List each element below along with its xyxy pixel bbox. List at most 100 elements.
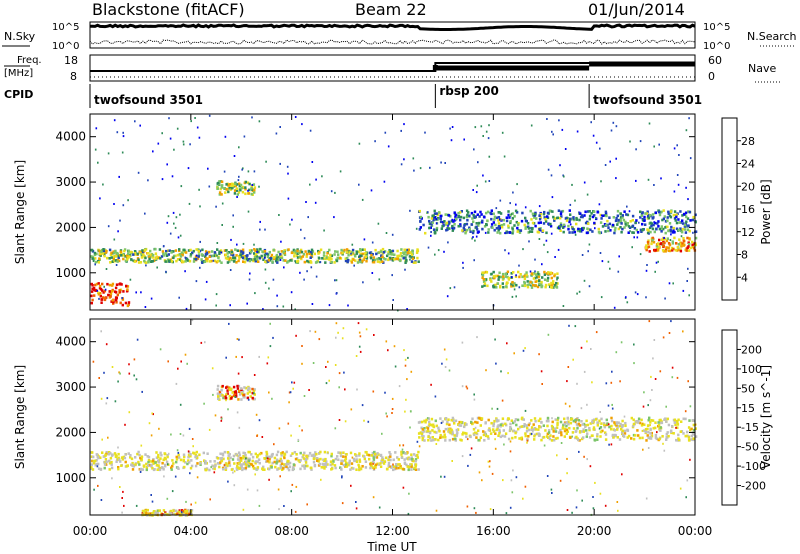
data-cell bbox=[258, 256, 262, 260]
data-cell bbox=[301, 455, 304, 459]
scatter-cell bbox=[494, 447, 497, 450]
velocity-colorbar-label: Velocity [m s^-1] bbox=[759, 365, 773, 469]
data-cell bbox=[669, 210, 673, 213]
data-cell bbox=[289, 259, 292, 262]
scatter-cell bbox=[613, 306, 616, 309]
data-cell bbox=[265, 454, 268, 458]
scatter-cell bbox=[662, 442, 664, 445]
data-cell bbox=[419, 219, 422, 223]
data-cell bbox=[560, 215, 563, 218]
data-cell bbox=[185, 257, 189, 261]
data-cell bbox=[326, 252, 329, 255]
data-cell bbox=[561, 427, 564, 430]
data-cell bbox=[537, 428, 540, 431]
colorbar-frame bbox=[721, 117, 738, 301]
data-cell bbox=[559, 222, 563, 225]
data-cell bbox=[689, 246, 693, 250]
data-cell bbox=[292, 248, 296, 252]
data-cell bbox=[645, 244, 648, 247]
data-cell bbox=[270, 455, 274, 458]
scatter-cell bbox=[367, 420, 370, 423]
scatter-cell bbox=[102, 183, 104, 186]
data-cell bbox=[358, 460, 362, 463]
data-cell bbox=[497, 434, 500, 437]
data-cell bbox=[481, 227, 484, 231]
data-cell bbox=[657, 225, 660, 228]
data-cell bbox=[303, 260, 306, 264]
scatter-cell bbox=[300, 228, 302, 231]
scatter-cell bbox=[295, 334, 297, 337]
data-cell bbox=[358, 458, 361, 462]
scatter-cell bbox=[187, 450, 190, 453]
data-cell bbox=[414, 465, 417, 468]
scatter-cell bbox=[283, 266, 285, 269]
data-cell bbox=[139, 468, 142, 472]
data-cell bbox=[374, 248, 377, 252]
data-cell bbox=[120, 456, 124, 459]
data-cell bbox=[389, 256, 392, 260]
data-cell bbox=[114, 259, 118, 262]
data-cell bbox=[452, 226, 456, 230]
scatter-cell bbox=[243, 135, 246, 138]
data-cell bbox=[659, 418, 662, 422]
scatter-cell bbox=[387, 145, 390, 148]
scatter-cell bbox=[291, 483, 294, 486]
data-cell bbox=[669, 230, 673, 233]
data-cell bbox=[164, 260, 167, 263]
data-cell bbox=[230, 249, 233, 252]
data-cell bbox=[669, 215, 673, 219]
scatter-cell bbox=[491, 472, 494, 475]
scatter-cell bbox=[546, 251, 549, 254]
data-cell bbox=[590, 434, 594, 437]
data-cell bbox=[649, 214, 652, 217]
data-cell bbox=[180, 253, 184, 257]
data-cell bbox=[591, 230, 594, 233]
data-cell bbox=[527, 428, 531, 432]
data-cell bbox=[328, 248, 331, 252]
data-cell bbox=[157, 455, 160, 459]
data-cell bbox=[607, 226, 610, 229]
scatter-cell bbox=[566, 509, 569, 511]
data-cell bbox=[233, 192, 237, 195]
data-cell bbox=[410, 253, 413, 256]
data-cell bbox=[96, 455, 99, 459]
data-cell bbox=[319, 450, 322, 454]
scatter-cell bbox=[451, 218, 453, 221]
data-cell bbox=[371, 259, 375, 262]
scatter-cell bbox=[509, 450, 512, 453]
scatter-cell bbox=[641, 429, 644, 432]
data-cell bbox=[456, 431, 459, 434]
data-cell bbox=[486, 284, 489, 288]
data-cell bbox=[481, 273, 485, 277]
data-cell bbox=[640, 418, 643, 422]
scatter-cell bbox=[268, 478, 270, 481]
data-cell bbox=[489, 278, 492, 281]
data-cell bbox=[106, 256, 109, 260]
data-cell bbox=[255, 252, 258, 256]
scatter-cell bbox=[170, 433, 172, 436]
scatter-cell bbox=[216, 242, 219, 244]
data-cell bbox=[458, 420, 461, 424]
data-cell bbox=[358, 259, 362, 262]
data-cell bbox=[645, 439, 648, 442]
scatter-cell bbox=[140, 444, 143, 447]
data-cell bbox=[670, 225, 673, 229]
scatter-cell bbox=[336, 292, 338, 294]
data-cell bbox=[189, 248, 192, 252]
data-cell bbox=[246, 396, 249, 400]
scatter-cell bbox=[228, 322, 230, 325]
scatter-cell bbox=[501, 399, 504, 402]
data-cell bbox=[301, 255, 305, 258]
data-cell bbox=[379, 250, 383, 253]
data-cell bbox=[525, 424, 528, 427]
data-cell bbox=[398, 258, 401, 262]
data-cell bbox=[623, 429, 627, 433]
data-cell bbox=[322, 251, 326, 254]
scatter-cell bbox=[229, 269, 232, 271]
data-cell bbox=[145, 465, 149, 469]
scatter-cell bbox=[96, 289, 99, 292]
scatter-cell bbox=[303, 395, 306, 397]
data-cell bbox=[248, 249, 252, 252]
data-cell bbox=[168, 259, 171, 263]
data-cell bbox=[585, 429, 588, 432]
